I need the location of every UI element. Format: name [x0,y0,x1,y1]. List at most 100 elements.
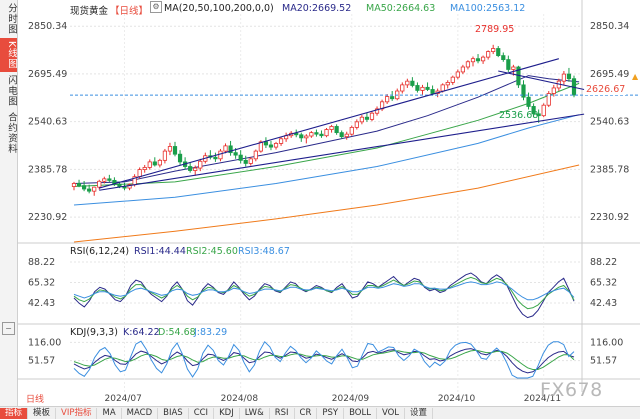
tab-cci[interactable]: CCI [189,407,215,419]
bottom-period-label[interactable]: 日线 [26,395,45,405]
candle-body-81 [480,56,486,62]
candle-body-90 [526,96,531,107]
tab-psy[interactable]: PSY [317,407,345,419]
kdj-left-tick-label-0: 116.00 [28,337,61,348]
price-tick-label-3: 2385.78 [590,164,629,175]
time-tick-label-4: 2024/11 [524,394,561,404]
price-tick-label-0: 2850.34 [590,21,629,32]
price-left-tick-label-2: 2540.63 [28,117,67,128]
candle-body-24 [193,167,198,171]
tab-indicators[interactable]: 指标 [0,407,29,419]
tab-rsi[interactable]: RSI [270,407,295,419]
tab-settings[interactable]: 设置 [405,407,434,419]
kdj-title: KDJ(9,3,3) [70,327,118,338]
sidebar-item-kline-chart[interactable]: K线图 [0,37,17,72]
candle-body-70 [425,86,430,90]
candle-body-63 [390,96,395,100]
symbol-title: 现货黄金 [70,6,109,17]
candle-body-71 [430,89,435,94]
sidebar-item-contract-info[interactable]: 合约资料 [6,112,17,155]
candle-body-36 [253,150,258,160]
settings-gear-icon[interactable]: ⚙ [150,1,162,13]
candle-body-34 [243,159,248,164]
candle-body-85 [501,55,506,60]
price-left-tick-label-1: 2695.49 [28,69,67,80]
candle-body-7 [107,178,112,181]
kdj-d-value: D:54.68 [158,327,196,338]
tab-kdj[interactable]: KDJ [214,407,240,419]
candle-body-51 [329,126,334,130]
candle-body-2 [82,185,87,190]
rsi-tick-label-1: 65.32 [590,278,617,289]
tab-macd[interactable]: MACD [122,407,159,419]
sidebar-item-time-chart[interactable]: 分时图 [6,3,17,35]
candle-body-59 [369,112,375,120]
kdj-k-value: K:64.22 [123,327,160,338]
tab-ma[interactable]: MA [97,407,122,419]
indicator-toolbar: 指标 模板 VIP指标 MA MACD BIAS CCI KDJ LW& RSI… [0,406,640,419]
tab-lw[interactable]: LW& [240,407,270,419]
candle-body-31 [228,145,233,154]
kdj-left-tick-label-1: 51.57 [28,356,55,367]
tab-templates[interactable]: 模板 [28,407,57,419]
kline-chart-canvas[interactable]: 2850.34 2850.34 2695.49 2695.49 2540.63 2540.… [0,0,640,406]
candle-body-93 [541,104,546,117]
time-tick-label-2: 2024/09 [332,394,370,404]
time-tick-label-0: 2024/07 [105,394,142,404]
candle-body-82 [486,51,491,58]
period-label[interactable]: 【日线】 [110,6,149,17]
rsi-tick-label-0: 88.22 [590,257,617,268]
candle-body-39 [268,144,274,148]
candle-body-83 [491,48,496,52]
candle-body-95 [551,87,556,94]
candle-body-65 [400,84,405,92]
candle-body-3 [87,188,92,192]
zoom-out-icon[interactable]: − [2,322,15,335]
candle-body-33 [238,154,243,161]
ma200-line [73,164,580,243]
trendline-2 [498,70,585,91]
candle-body-73 [440,84,445,92]
price-tick-label-4: 2230.92 [590,212,629,223]
candle-body-77 [460,66,465,73]
rsi-rsi3-line [73,281,575,301]
candle-body-28 [213,156,218,160]
tab-boll[interactable]: BOLL [344,407,377,419]
candle-body-74 [445,82,450,86]
time-tick-label-3: 2024/10 [438,394,476,404]
tab-vip-indicators[interactable]: VIP指标 [56,407,98,419]
candle-body-98 [566,73,572,80]
trendline-0 [99,58,559,189]
tab-bias[interactable]: BIAS [158,407,189,419]
candle-body-41 [278,138,284,144]
candle-body-55 [349,126,354,135]
trendline-1 [99,113,585,191]
ma20-line [73,75,580,184]
trendlines [99,58,585,191]
price-tick-label-1: 2695.49 [590,69,629,80]
candle-body-14 [142,167,147,170]
candle-body-58 [364,116,370,120]
candle-body-62 [385,96,390,103]
candle-body-32 [233,152,238,156]
candle-body-44 [294,132,299,136]
candle-body-37 [258,141,263,152]
sidebar-item-flash-chart[interactable]: 闪电图 [6,74,17,107]
candle-body-94 [546,93,551,106]
candle-body-67 [410,80,415,86]
candle-body-1 [76,183,82,187]
candle-body-84 [496,48,501,56]
kdj-tick-label-1: 51.57 [590,356,617,367]
kdj-lines [73,340,575,379]
candle-body-35 [248,158,253,164]
tab-vol[interactable]: VOL [377,407,406,419]
ma100-line [73,114,580,206]
candle-body-89 [521,84,526,98]
candle-body-69 [420,86,425,91]
tab-cr[interactable]: CR [295,407,318,419]
low-annotation: 2536.68 [499,110,539,121]
candle-body-9 [117,183,122,187]
rsi3-value: RSI3:48.67 [238,246,290,257]
candle-body-5 [97,180,102,188]
candle-body-48 [314,132,319,135]
